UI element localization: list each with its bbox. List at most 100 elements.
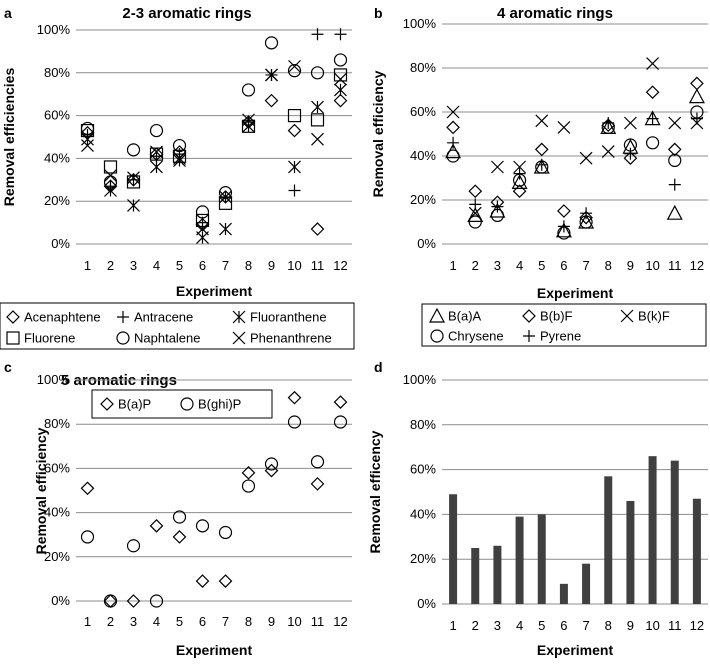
- x-tick-label: 7: [222, 258, 229, 273]
- point-fluorene-2: [103, 160, 118, 174]
- y-axis-label: Removal efficiency: [33, 427, 49, 554]
- point-b-k-f-9: [623, 116, 637, 130]
- point-phenanthrene-11: [311, 132, 324, 146]
- point-phenanthrene-10: [288, 59, 301, 73]
- point-b-ghi-p-4: [149, 594, 164, 608]
- y-tick-label: 60%: [410, 104, 436, 119]
- point-antracene-11: [311, 28, 324, 41]
- point-b-b-f-6: [557, 204, 571, 218]
- point-pyrene-4: [513, 167, 526, 180]
- point-b-ghi-p-6: [195, 519, 210, 533]
- x-axis-label: Experiment: [176, 283, 253, 299]
- x-tick-label: 6: [199, 258, 206, 273]
- point-fluoranthene-12: [334, 83, 347, 97]
- chart-panel-d: d0%20%40%60%80%100%1 2 3 4 5 6 7 8 9 10 11 12Experi…: [367, 359, 708, 658]
- legend-marker-b-k-f: [620, 309, 634, 323]
- point-fluoranthene-1: [81, 132, 94, 146]
- point-pyrene-1: [447, 136, 460, 149]
- point-chrysene-1: [446, 149, 460, 163]
- point-naphtalene-8: [241, 83, 256, 97]
- chart-title: 4 aromatic rings: [497, 5, 613, 22]
- point-b-b-f-9: [623, 151, 638, 166]
- legend-label-naphtalene: Naphtalene: [134, 331, 201, 346]
- point-pyrene-7: [580, 207, 593, 220]
- bar-experiment-2: [471, 548, 480, 604]
- point-pyrene-3: [491, 200, 504, 213]
- bar-experiment-1: [449, 494, 458, 604]
- point-fluorene-3: [126, 175, 141, 189]
- legend-label-fluorene: Fluorene: [24, 331, 75, 346]
- point-naphtalene-10: [287, 64, 302, 78]
- point-b-k-f-10: [646, 57, 660, 71]
- legend-label-b-a-p: B(a)P: [118, 397, 151, 412]
- x-tick-label: 1: [449, 258, 456, 273]
- y-tick-label: 40%: [44, 150, 70, 165]
- point-acenaphtene-10: [287, 123, 302, 138]
- point-b-a-a-11: [666, 204, 683, 220]
- point-pyrene-11: [668, 178, 681, 191]
- point-fluorene-11: [310, 113, 325, 127]
- point-b-b-f-2: [468, 184, 483, 199]
- x-tick-label: 12: [333, 258, 347, 273]
- y-tick-label: 0%: [51, 593, 70, 608]
- point-chrysene-11: [668, 153, 682, 167]
- point-b-a-p-5: [172, 530, 187, 544]
- legend-label-b-a-a: B(a)A: [448, 309, 482, 324]
- point-b-b-f-7: [579, 210, 593, 225]
- legend-marker-acenaphtene: [6, 310, 20, 324]
- point-fluoranthene-4: [150, 160, 163, 174]
- point-b-ghi-p-9: [264, 457, 279, 471]
- series-b-k-f: [446, 57, 704, 220]
- point-naphtalene-7: [218, 186, 233, 200]
- y-tick-label: 100%: [37, 372, 71, 387]
- point-b-a-p-8: [241, 465, 256, 480]
- legend-label-acenaphtene: Acenaphtene: [24, 310, 101, 325]
- y-tick-label: 40%: [44, 505, 70, 520]
- legend-marker-phenanthrene: [232, 331, 246, 345]
- legend-box: [421, 303, 707, 347]
- y-tick-label: 40%: [410, 148, 436, 163]
- point-phenanthrene-5: [173, 151, 186, 165]
- point-b-b-f-1: [446, 120, 460, 135]
- point-b-k-f-5: [535, 114, 549, 128]
- x-tick-label: 10: [645, 618, 659, 633]
- bar-experiment-10: [648, 456, 657, 604]
- point-b-k-f-3: [490, 160, 504, 174]
- legend-box: [0, 302, 355, 350]
- x-tick-label: 12: [690, 258, 704, 273]
- x-tick-label: 7: [222, 614, 229, 629]
- point-b-a-p-9: [264, 463, 279, 478]
- y-tick-label: 20%: [410, 192, 436, 207]
- point-pyrene-8: [602, 117, 615, 129]
- point-naphtalene-11: [310, 66, 325, 80]
- point-b-ghi-p-11: [310, 455, 325, 469]
- point-phenanthrene-7: [219, 190, 232, 204]
- x-tick-label: 9: [268, 614, 275, 629]
- panel-letter: a: [4, 5, 12, 21]
- point-b-a-p-12: [333, 395, 348, 409]
- legend-marker-b-a-p: [100, 397, 114, 411]
- legend-marker-b-b-f: [522, 309, 536, 323]
- y-tick-label: 40%: [410, 506, 436, 521]
- x-tick-label: 2: [472, 258, 479, 273]
- point-b-b-f-12: [690, 76, 704, 91]
- x-tick-label: 3: [130, 614, 137, 629]
- point-b-k-f-7: [579, 151, 593, 165]
- panel-letter: b: [374, 5, 383, 21]
- legend: B(a)P B(ghi)P: [91, 389, 273, 419]
- chart-title: 2-3 aromatic rings: [122, 5, 251, 22]
- point-b-a-p-10: [287, 390, 302, 405]
- point-b-k-f-6: [557, 120, 571, 134]
- point-b-a-p-11: [310, 477, 325, 491]
- point-antracene-12: [334, 28, 347, 41]
- point-fluoranthene-5: [173, 154, 186, 167]
- x-tick-label: 9: [627, 258, 634, 273]
- legend-marker-naphtalene: [116, 331, 130, 345]
- y-tick-label: 20%: [44, 193, 70, 208]
- x-tick-label: 12: [333, 614, 347, 629]
- point-fluorene-6: [195, 213, 210, 228]
- x-tick-label: 4: [516, 618, 523, 633]
